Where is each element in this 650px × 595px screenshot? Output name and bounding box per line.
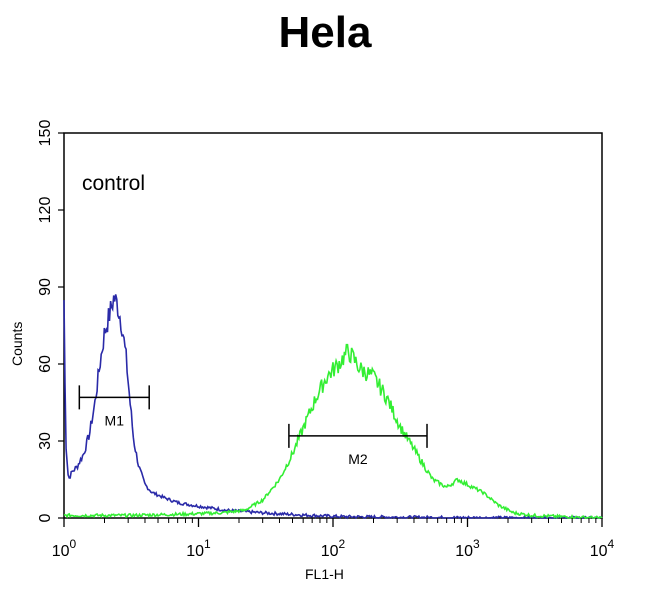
- x-tick-label: 103: [455, 537, 480, 560]
- x-tick-label: 104: [590, 537, 615, 560]
- x-tick-label: 101: [186, 537, 211, 560]
- y-tick-label: 60: [37, 355, 54, 373]
- y-tick-label: 90: [37, 278, 54, 296]
- x-tick-label: 100: [52, 537, 77, 560]
- x-tick-label: 102: [321, 537, 346, 560]
- histogram-series-1: [63, 294, 603, 520]
- y-tick-label: 120: [37, 197, 54, 224]
- y-tick-label: 150: [37, 120, 54, 147]
- y-tick-label: 30: [37, 432, 54, 450]
- chart-title: Hela: [278, 8, 372, 57]
- y-tick-label: 0: [37, 513, 54, 522]
- y-axis-title: Counts: [9, 322, 25, 366]
- gate-m1-label: M1: [105, 412, 125, 428]
- gate-m2-label: M2: [348, 451, 368, 467]
- histogram-series-2: [63, 343, 603, 520]
- x-axis-title: FL1-H: [305, 566, 344, 582]
- control-annotation: control: [82, 172, 145, 195]
